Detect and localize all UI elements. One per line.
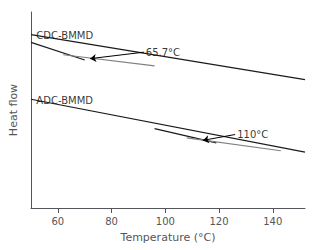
svg-text:60: 60 [51, 216, 64, 227]
svg-text:ADC-BMMD: ADC-BMMD [36, 95, 93, 106]
svg-text:110°C: 110°C [237, 129, 268, 140]
svg-text:120: 120 [209, 216, 228, 227]
svg-text:Heat flow: Heat flow [7, 84, 20, 136]
svg-text:CDC-BMMD: CDC-BMMD [36, 30, 93, 41]
svg-text:100: 100 [156, 216, 175, 227]
svg-text:80: 80 [105, 216, 118, 227]
svg-text:Temperature (°C): Temperature (°C) [120, 231, 216, 244]
svg-text:65.7°C: 65.7°C [145, 46, 181, 58]
svg-text:140: 140 [263, 216, 282, 227]
